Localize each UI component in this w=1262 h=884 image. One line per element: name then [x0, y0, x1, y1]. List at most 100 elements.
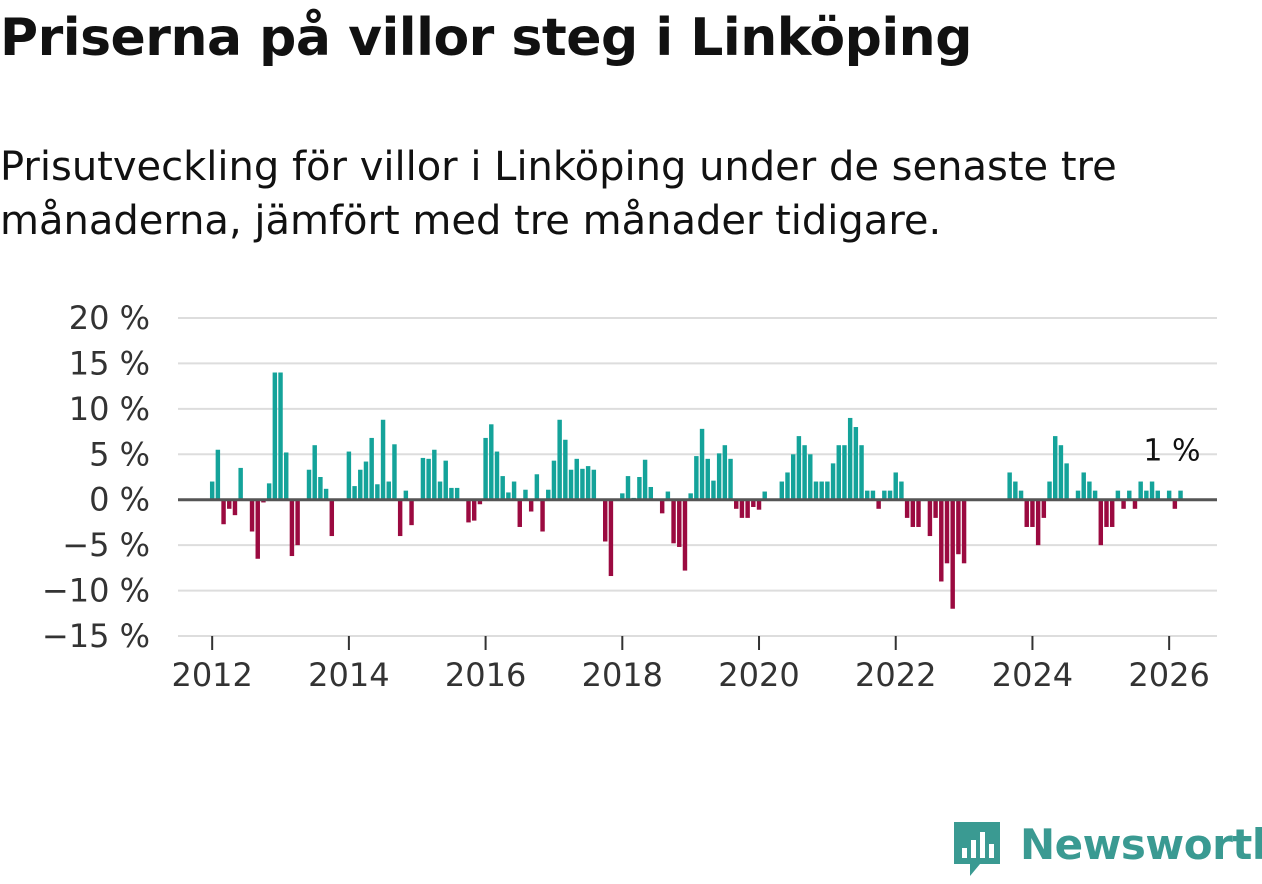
bar: [591, 469, 597, 500]
newsworthy-logo-text: Newsworthy: [1020, 820, 1262, 869]
bar: [859, 445, 864, 500]
y-tick-label: 10 %: [69, 390, 150, 428]
bar: [1155, 490, 1160, 500]
bar: [546, 489, 551, 500]
bar: [1030, 499, 1035, 527]
bar: [819, 481, 824, 500]
bar: [1132, 499, 1138, 509]
bar: [1127, 490, 1132, 500]
bar: [1035, 499, 1041, 546]
bar: [289, 499, 295, 557]
bar: [420, 457, 426, 500]
bar: [272, 372, 278, 500]
newsworthy-logo: Newsworthy: [950, 818, 1262, 880]
bar: [1007, 472, 1012, 500]
bar: [1098, 499, 1104, 546]
bar: [437, 481, 443, 500]
bar: [847, 417, 853, 500]
last-value-annotation: 1 %: [1143, 434, 1200, 469]
bar: [585, 466, 591, 500]
bar: [1053, 436, 1058, 500]
bar: [836, 445, 841, 500]
bar: [825, 481, 830, 500]
bar: [659, 499, 665, 514]
bar: [278, 372, 283, 500]
bar: [266, 483, 272, 500]
bar: [637, 477, 642, 500]
bar: [346, 451, 352, 500]
bar: [494, 451, 500, 500]
bar: [1178, 490, 1183, 500]
bar: [358, 469, 363, 500]
bar: [899, 481, 904, 500]
bar: [665, 491, 671, 500]
bar: [568, 469, 574, 500]
bar: [528, 499, 534, 512]
bar: [739, 499, 745, 518]
bar: [1121, 499, 1126, 509]
bar: [449, 487, 454, 500]
y-tick-label: −10 %: [42, 572, 150, 610]
bar: [221, 499, 226, 525]
x-tick-label: 2020: [718, 656, 799, 694]
bar: [790, 454, 796, 500]
bar: [477, 499, 483, 505]
x-tick-label: 2024: [992, 656, 1073, 694]
bar: [694, 456, 699, 500]
bar: [323, 488, 329, 500]
bar: [916, 499, 921, 527]
bar: [1041, 499, 1047, 518]
bar: [489, 424, 494, 500]
bar: [751, 499, 756, 507]
bar: [762, 491, 767, 500]
bar: [1087, 481, 1092, 500]
x-tick-label: 2018: [582, 656, 663, 694]
bar: [1081, 472, 1086, 500]
bar: [397, 499, 403, 537]
bar: [734, 499, 739, 509]
bar: [779, 481, 785, 500]
bar: [443, 460, 448, 500]
x-tick-label: 2014: [308, 656, 389, 694]
bar: [716, 453, 722, 500]
bar: [1058, 445, 1064, 500]
bar: [705, 458, 710, 500]
bar: [1104, 499, 1109, 527]
bar: [677, 499, 682, 547]
bar: [1018, 490, 1024, 500]
bar: [238, 467, 243, 500]
x-axis: 2012 2014 2016 2018 2020 2022 2024 2026: [171, 635, 1217, 694]
bar: [574, 458, 579, 500]
bar: [853, 427, 859, 500]
bar: [842, 445, 847, 500]
bar: [517, 499, 522, 527]
bar: [933, 499, 938, 518]
bar: [1047, 481, 1052, 500]
newsworthy-logo-icon: [954, 822, 1000, 876]
y-tick-label: 5 %: [89, 435, 150, 473]
bar: [722, 445, 728, 500]
bar: [1166, 490, 1172, 500]
bar: [563, 439, 568, 500]
bar: [808, 454, 813, 500]
y-tick-label: 15 %: [69, 344, 150, 382]
x-tick-label: 2016: [445, 656, 526, 694]
bar: [1109, 499, 1115, 527]
bar: [466, 499, 471, 523]
bar: [682, 499, 688, 571]
bar: [380, 419, 386, 500]
bar: [813, 481, 819, 500]
bar: [1144, 490, 1149, 500]
bar: [699, 428, 705, 500]
bar: [580, 468, 585, 500]
bar: [363, 461, 369, 500]
bar: [785, 472, 790, 500]
bar: [671, 499, 676, 544]
bar: [523, 489, 528, 500]
bar: [865, 490, 870, 500]
bar: [608, 499, 614, 577]
bar: [927, 499, 933, 537]
chart-subtitle: Prisutveckling för villor i Linköping un…: [0, 144, 1117, 244]
bar: [620, 493, 625, 500]
bar: [386, 481, 391, 500]
